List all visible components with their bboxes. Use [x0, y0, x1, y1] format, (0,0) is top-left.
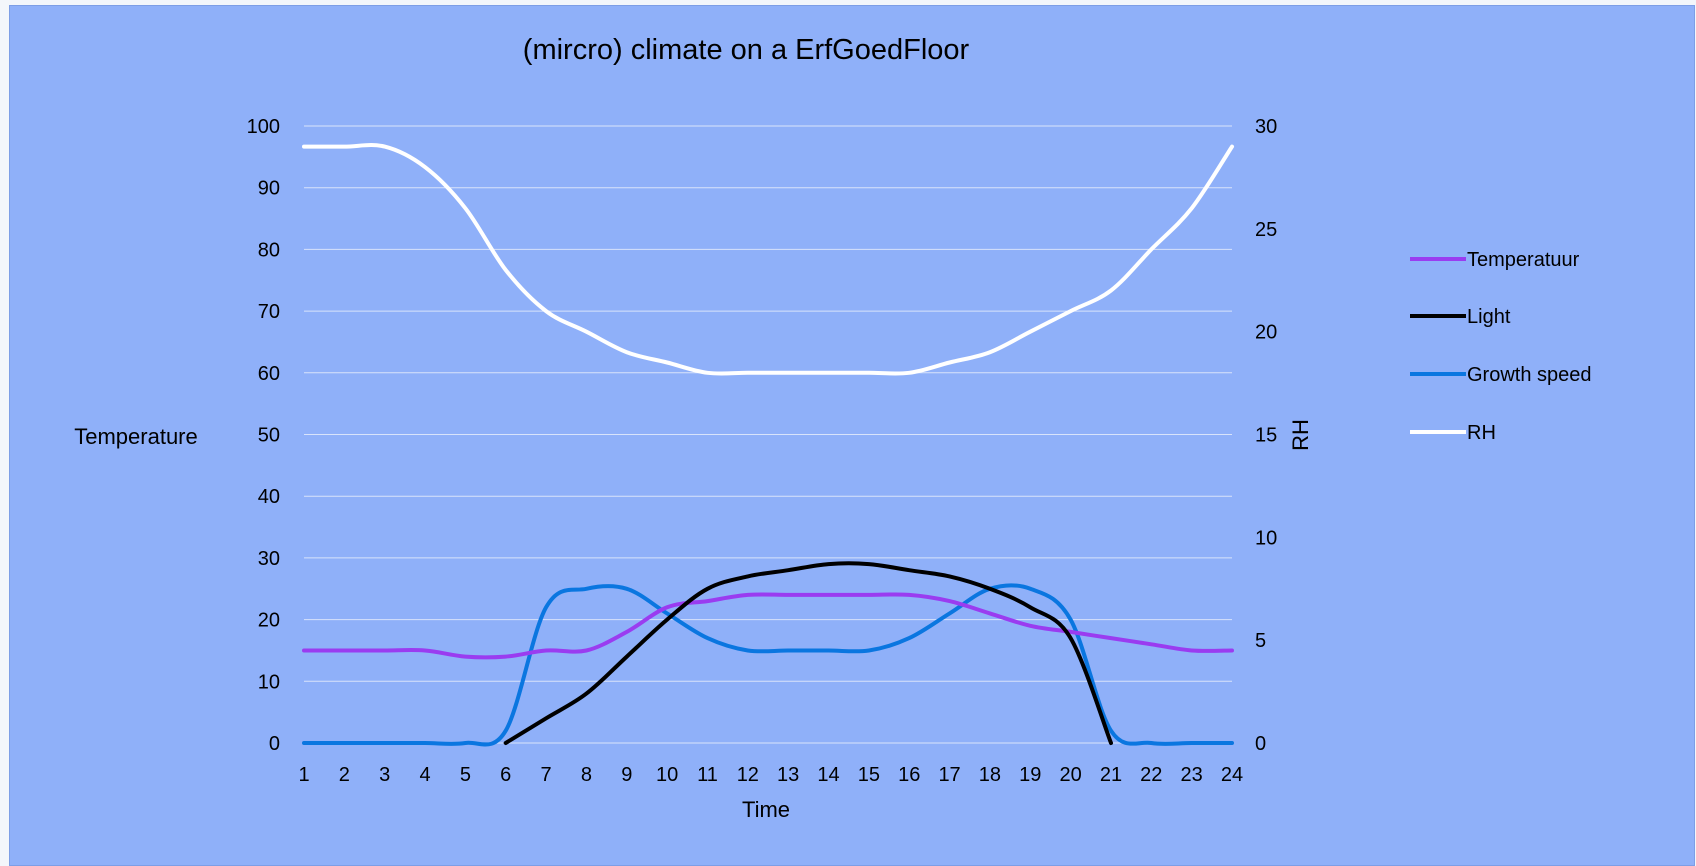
y-tick-label-90: 90: [258, 178, 280, 200]
series-line-growth-speed: [302, 583, 1234, 747]
series-line-temperatuur: [302, 592, 1234, 660]
x-tick-label-8: 8: [581, 764, 592, 786]
legend-label-rh: RH: [1467, 422, 1496, 444]
y-tick-label-20: 20: [258, 610, 280, 632]
y2-tick-label-30: 30: [1255, 116, 1277, 138]
y2-axis-title: RH: [1288, 419, 1313, 451]
y2-tick-label-10: 10: [1255, 527, 1277, 549]
x-tick-label-19: 19: [1019, 764, 1041, 786]
x-tick-label-18: 18: [979, 764, 1001, 786]
x-tick-label-1: 1: [298, 764, 309, 786]
x-tick-label-16: 16: [898, 764, 920, 786]
x-tick-label-15: 15: [858, 764, 880, 786]
x-tick-label-2: 2: [339, 764, 350, 786]
legend-label-temperatuur: Temperatuur: [1467, 249, 1580, 271]
y-tick-label-70: 70: [258, 301, 280, 323]
y-tick-label-30: 30: [258, 548, 280, 570]
y-tick-label-10: 10: [258, 671, 280, 693]
legend-label-light: Light: [1467, 306, 1511, 328]
y2-tick-label-25: 25: [1255, 219, 1277, 241]
y2-tick-label-0: 0: [1255, 733, 1266, 755]
x-tick-label-10: 10: [656, 764, 678, 786]
x-tick-label-14: 14: [817, 764, 839, 786]
x-tick-label-3: 3: [379, 764, 390, 786]
legend-label-growth-speed: Growth speed: [1467, 364, 1592, 386]
y-tick-label-0: 0: [269, 733, 280, 755]
y2-tick-label-15: 15: [1255, 425, 1277, 447]
y-tick-label-100: 100: [247, 116, 280, 138]
x-tick-label-4: 4: [419, 764, 430, 786]
series-line-light: [503, 561, 1113, 745]
series-line-rh: [302, 143, 1234, 376]
series-lines: [302, 143, 1234, 747]
x-tick-label-6: 6: [500, 764, 511, 786]
x-tick-label-17: 17: [938, 764, 960, 786]
x-tick-label-11: 11: [697, 764, 718, 786]
chart-title: (mircro) climate on a ErfGoedFloor: [523, 34, 970, 66]
x-tick-label-20: 20: [1059, 764, 1081, 786]
x-tick-label-21: 21: [1100, 764, 1122, 786]
y2-tick-label-20: 20: [1255, 322, 1277, 344]
y2-tick-label-5: 5: [1255, 630, 1266, 652]
y-tick-label-80: 80: [258, 239, 280, 261]
x-tick-label-24: 24: [1221, 764, 1243, 786]
x-tick-label-13: 13: [777, 764, 799, 786]
x-tick-label-12: 12: [737, 764, 759, 786]
x-tick-label-5: 5: [460, 764, 471, 786]
y-tick-label-60: 60: [258, 363, 280, 385]
y-tick-label-50: 50: [258, 425, 280, 447]
y-tick-label-40: 40: [258, 486, 280, 508]
x-tick-label-7: 7: [541, 764, 552, 786]
chart-area: [9, 5, 1695, 866]
y-axis-title: Temperature: [74, 424, 198, 449]
legend: Temperatuur Light Growth speed RH: [1410, 249, 1592, 444]
x-tick-label-22: 22: [1140, 764, 1162, 786]
x-tick-label-9: 9: [621, 764, 632, 786]
x-axis-title: Time: [742, 797, 790, 822]
x-tick-label-23: 23: [1181, 764, 1203, 786]
